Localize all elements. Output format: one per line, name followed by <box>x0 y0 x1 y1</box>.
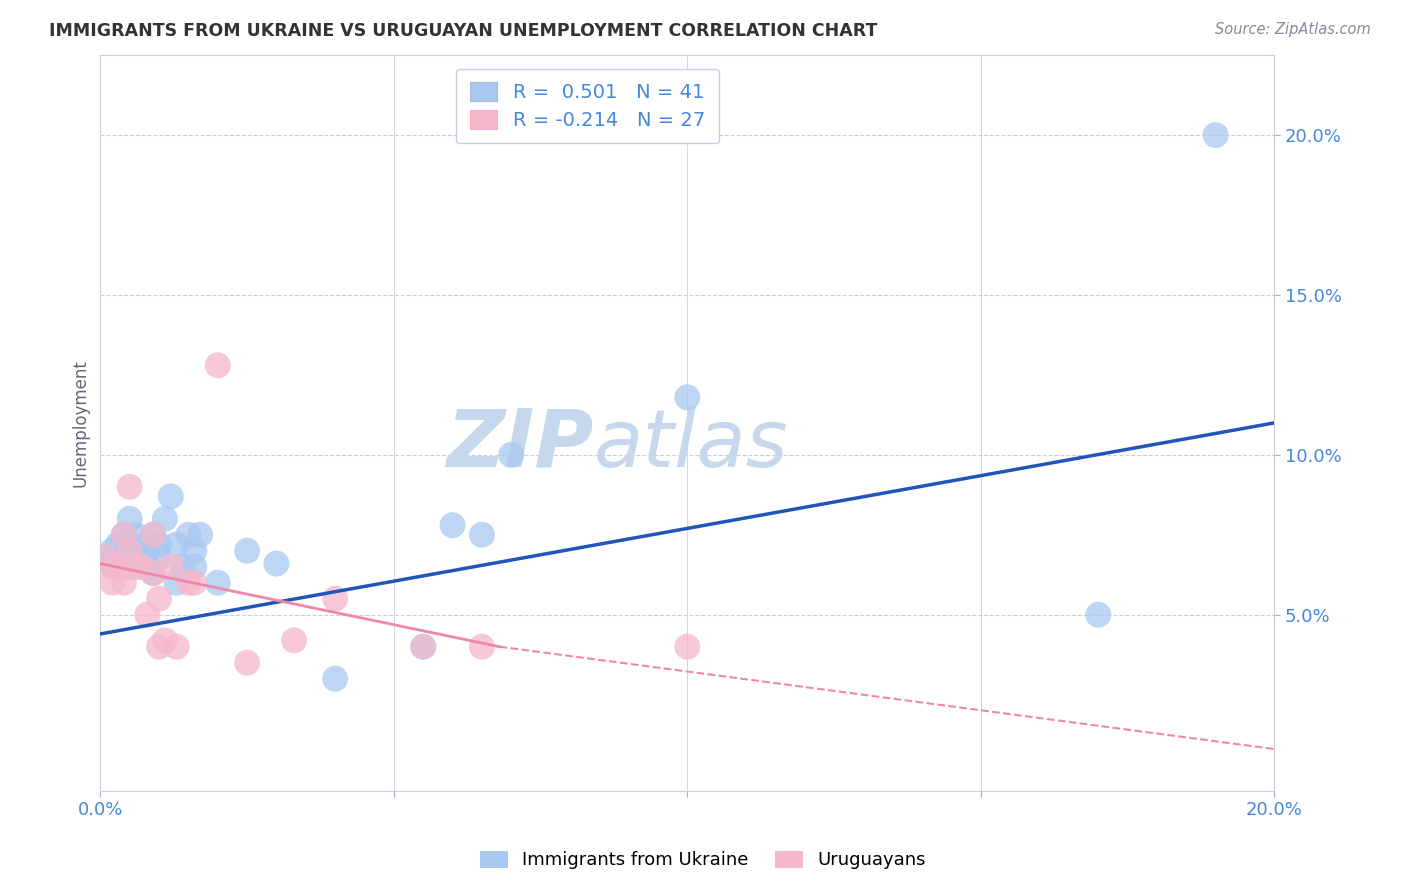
Point <box>136 607 159 622</box>
Point <box>323 672 346 686</box>
Point <box>124 528 146 542</box>
Point <box>166 640 188 654</box>
Point <box>148 591 170 606</box>
Point <box>96 553 118 567</box>
Point <box>183 559 205 574</box>
Point <box>107 537 129 551</box>
Point <box>236 656 259 670</box>
Point <box>441 518 464 533</box>
Y-axis label: Unemployment: Unemployment <box>72 359 89 487</box>
Point <box>118 543 141 558</box>
Point <box>1087 607 1109 622</box>
Point <box>112 528 135 542</box>
Point <box>153 512 176 526</box>
Point <box>207 575 229 590</box>
Point <box>131 559 153 574</box>
Text: ZIP: ZIP <box>446 406 593 484</box>
Point <box>166 575 188 590</box>
Point <box>188 528 211 542</box>
Point <box>112 550 135 565</box>
Point <box>412 640 434 654</box>
Point <box>159 559 181 574</box>
Point <box>101 543 124 558</box>
Point <box>101 575 124 590</box>
Text: Source: ZipAtlas.com: Source: ZipAtlas.com <box>1215 22 1371 37</box>
Point <box>124 559 146 574</box>
Point <box>118 543 141 558</box>
Point <box>471 528 494 542</box>
Point <box>159 490 181 504</box>
Point <box>1205 128 1227 142</box>
Point <box>183 543 205 558</box>
Point <box>148 537 170 551</box>
Point <box>148 640 170 654</box>
Point <box>177 575 200 590</box>
Legend: R =  0.501   N = 41, R = -0.214   N = 27: R = 0.501 N = 41, R = -0.214 N = 27 <box>457 69 718 144</box>
Point <box>107 559 129 574</box>
Point <box>501 448 523 462</box>
Point <box>107 559 129 574</box>
Point <box>136 537 159 551</box>
Point <box>323 591 346 606</box>
Point <box>131 559 153 574</box>
Point <box>183 575 205 590</box>
Point <box>266 557 288 571</box>
Point <box>676 640 699 654</box>
Point <box>142 528 165 542</box>
Text: IMMIGRANTS FROM UKRAINE VS URUGUAYAN UNEMPLOYMENT CORRELATION CHART: IMMIGRANTS FROM UKRAINE VS URUGUAYAN UNE… <box>49 22 877 40</box>
Point <box>96 550 118 565</box>
Text: atlas: atlas <box>593 406 789 484</box>
Point <box>471 640 494 654</box>
Point <box>676 390 699 404</box>
Point <box>207 359 229 373</box>
Point <box>136 559 159 574</box>
Point <box>166 537 188 551</box>
Point <box>112 528 135 542</box>
Point <box>118 512 141 526</box>
Point <box>172 559 194 574</box>
Point <box>153 633 176 648</box>
Point <box>136 543 159 558</box>
Point <box>101 559 124 574</box>
Point <box>131 543 153 558</box>
Point <box>177 528 200 542</box>
Point <box>131 553 153 567</box>
Legend: Immigrants from Ukraine, Uruguayans: Immigrants from Ukraine, Uruguayans <box>471 842 935 879</box>
Point <box>142 566 165 581</box>
Point <box>236 543 259 558</box>
Point <box>142 566 165 581</box>
Point <box>118 559 141 574</box>
Point <box>124 550 146 565</box>
Point <box>148 550 170 565</box>
Point <box>142 528 165 542</box>
Point <box>283 633 305 648</box>
Point <box>118 480 141 494</box>
Point <box>112 575 135 590</box>
Point <box>412 640 434 654</box>
